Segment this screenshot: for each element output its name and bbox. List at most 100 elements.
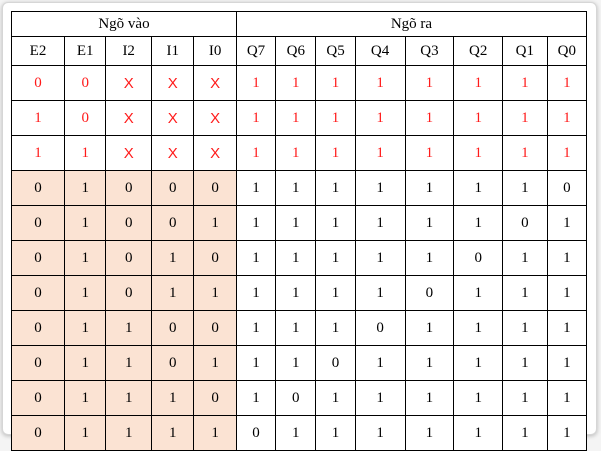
table-cell-q0: 1: [546, 275, 588, 311]
table-cell-i1: 0: [150, 310, 195, 346]
table-cell-q5: 1: [315, 100, 356, 136]
table-cell-i1: X: [150, 65, 195, 101]
table-cell-q5: 1: [315, 240, 356, 276]
table-cell-q1: 1: [502, 415, 548, 451]
table-cell-e1: 1: [64, 205, 107, 241]
table-cell-q5: 1: [315, 205, 356, 241]
table-cell-q7: 1: [235, 135, 277, 171]
table-cell-i0: 0: [193, 310, 237, 346]
column-header-q2: Q2: [453, 36, 504, 66]
table-cell-e2: 0: [10, 310, 66, 346]
table-cell-q4: 0: [354, 310, 406, 346]
table-cell-q1: 1: [502, 170, 548, 206]
column-header-i0: I0: [193, 36, 237, 66]
table-cell-e2: 0: [10, 65, 66, 101]
column-header-q6: Q6: [275, 36, 317, 66]
column-header-i1: I1: [150, 36, 195, 66]
table-cell-i0: 1: [193, 415, 237, 451]
table-cell-q1: 1: [502, 240, 548, 276]
table-cell-q5: 1: [315, 135, 356, 171]
table-cell-i1: X: [150, 100, 195, 136]
table-cell-q2: 1: [453, 380, 504, 416]
table-cell-q5: 1: [315, 65, 356, 101]
table-cell-q1: 1: [502, 135, 548, 171]
table-cell-q0: 0: [546, 170, 588, 206]
table-cell-e1: 1: [64, 345, 107, 381]
table-cell-e2: 0: [10, 170, 66, 206]
group-header-row: Ngõ vào Ngõ ra: [11, 11, 588, 37]
table-cell-i2: X: [105, 65, 152, 101]
table-cell-q1: 1: [502, 310, 548, 346]
table-cell-q1: 1: [502, 380, 548, 416]
table-cell-q6: 1: [275, 205, 317, 241]
table-cell-i1: 1: [150, 275, 195, 311]
table-cell-q7: 1: [235, 240, 277, 276]
table-cell-i1: 0: [150, 170, 195, 206]
table-cell-q3: 1: [404, 380, 455, 416]
table-cell-i2: 1: [105, 415, 152, 451]
table-cell-q3: 1: [404, 310, 455, 346]
table-cell-q0: 1: [546, 65, 588, 101]
table-cell-i0: X: [193, 135, 237, 171]
table-cell-q4: 1: [354, 100, 406, 136]
table-cell-i2: X: [105, 135, 152, 171]
column-header-q4: Q4: [354, 36, 406, 66]
table-cell-i0: 1: [193, 205, 237, 241]
table-cell-q4: 1: [354, 65, 406, 101]
table-cell-q5: 1: [315, 310, 356, 346]
table-cell-q0: 1: [546, 135, 588, 171]
column-header-i2: I2: [105, 36, 152, 66]
table-cell-i2: 1: [105, 380, 152, 416]
table-cell-q3: 1: [404, 100, 455, 136]
table-cell-q1: 0: [502, 205, 548, 241]
table-cell-q2: 1: [453, 310, 504, 346]
table-cell-q6: 1: [275, 345, 317, 381]
table-cell-q6: 1: [275, 310, 317, 346]
table-cell-q7: 1: [235, 310, 277, 346]
table-cell-i0: 1: [193, 275, 237, 311]
table-cell-q7: 1: [235, 345, 277, 381]
table-cell-i0: 0: [193, 380, 237, 416]
table-cell-q5: 1: [315, 275, 356, 311]
outputs-group-header: Ngõ ra: [235, 11, 588, 37]
table-cell-q1: 1: [502, 275, 548, 311]
table-cell-e1: 1: [64, 310, 107, 346]
table-cell-q6: 1: [275, 415, 317, 451]
table-cell-q4: 1: [354, 380, 406, 416]
table-cell-e2: 1: [10, 100, 66, 136]
table-cell-q3: 1: [404, 415, 455, 451]
table-cell-i0: 0: [193, 170, 237, 206]
table-cell-i2: X: [105, 100, 152, 136]
table-cell-q5: 1: [315, 380, 356, 416]
table-cell-q2: 0: [453, 240, 504, 276]
table-cell-q4: 1: [354, 170, 406, 206]
table-cell-q5: 1: [315, 170, 356, 206]
table-cell-e1: 0: [64, 100, 107, 136]
column-header-e2: E2: [10, 36, 66, 66]
table-cell-q7: 1: [235, 170, 277, 206]
table-cell-i2: 1: [105, 345, 152, 381]
table-cell-q4: 1: [354, 135, 406, 171]
table-cell-q2: 1: [453, 275, 504, 311]
table-cell-q2: 1: [453, 415, 504, 451]
table-cell-q0: 1: [546, 345, 588, 381]
table-cell-q1: 1: [502, 345, 548, 381]
table-cell-q4: 1: [354, 275, 406, 311]
inputs-group-header: Ngõ vào: [11, 11, 237, 37]
table-cell-q1: 1: [502, 65, 548, 101]
table-cell-q3: 1: [404, 170, 455, 206]
column-header-q7: Q7: [235, 36, 277, 66]
table-cell-i2: 0: [105, 170, 152, 206]
table-cell-i1: 1: [150, 415, 195, 451]
column-header-row: E2 E1 I2 I1 I0 Q7 Q6 Q5 Q4 Q3 Q2 Q1 Q0: [10, 36, 588, 66]
table-cell-e2: 0: [10, 240, 66, 276]
table-cell-i1: 1: [150, 380, 195, 416]
table-cell-q3: 1: [404, 135, 455, 171]
table-cell-i1: 0: [150, 345, 195, 381]
